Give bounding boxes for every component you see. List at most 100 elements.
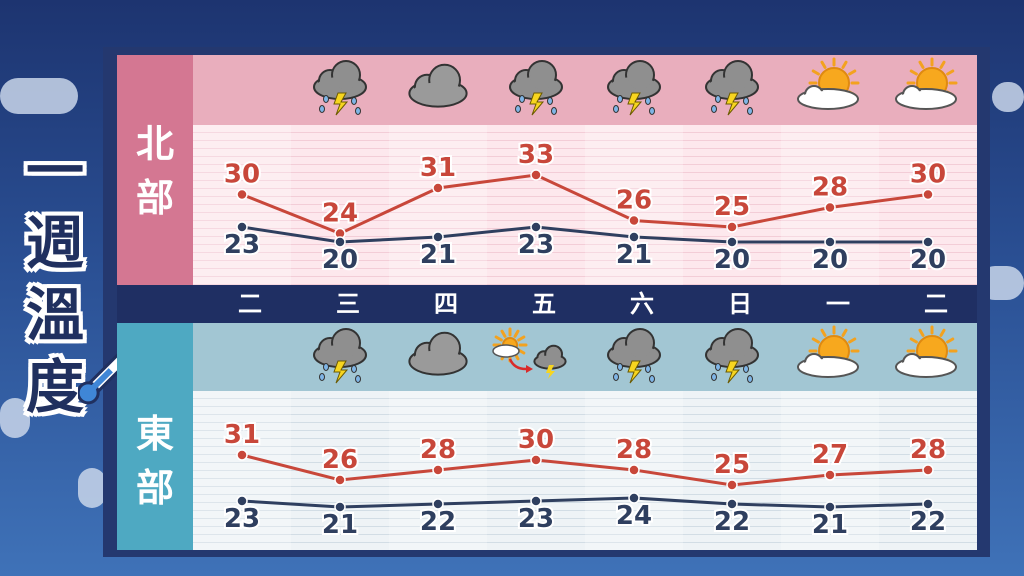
thunderstorm-icon: [607, 60, 661, 116]
thunderstorm-icon: [313, 60, 367, 116]
high-temp-value-label: 28: [910, 435, 946, 465]
region-east: 東 部 31 26 28 30 28 25 27 28 23 21 22 23 24 22 21 22: [117, 323, 977, 550]
low-temp-point: [236, 221, 248, 233]
column-shade: [193, 391, 291, 550]
low-temp-value-label: 22: [714, 507, 750, 537]
high-temp-point: [824, 201, 836, 214]
high-temp-line: [241, 453, 929, 487]
low-temp-line: [241, 496, 929, 509]
low-temp-value-label: 21: [322, 510, 358, 540]
day-label: 六: [630, 290, 654, 318]
low-temp-value-label: 21: [616, 240, 652, 270]
low-temp-value-label: 22: [910, 507, 946, 537]
sun-to-storm-icon: [492, 327, 567, 379]
high-temp-point: [726, 479, 738, 491]
title-char: 週: [25, 209, 84, 277]
sunny-cloud-icon: [895, 57, 958, 110]
low-temp-value-label: 23: [518, 230, 554, 260]
column-shade: [389, 125, 487, 285]
low-temp-value-label: 20: [910, 245, 946, 275]
high-temp-value-label: 30: [910, 160, 946, 190]
region-label-east: 東 部: [117, 323, 193, 550]
day-label: 日: [728, 290, 752, 318]
high-temp-point: [922, 188, 934, 201]
high-temp-point: [628, 464, 640, 476]
high-temp-point: [824, 469, 836, 481]
low-temp-value-label: 23: [224, 230, 260, 260]
title-char: 度: [25, 353, 84, 421]
high-temp-value-label: 28: [812, 173, 848, 203]
cloudy-icon: [408, 331, 468, 376]
low-temp-point: [530, 221, 542, 233]
high-temp-value-label: 28: [420, 435, 456, 465]
low-temp-value-label: 21: [420, 240, 456, 270]
title-char: 一: [25, 137, 84, 205]
low-temp-value-label: 23: [518, 504, 554, 534]
day-label: 五: [532, 290, 556, 318]
thunderstorm-icon: [313, 328, 367, 384]
thunderstorm-icon: [705, 60, 759, 116]
sunny-cloud-icon: [797, 325, 860, 378]
low-temp-value-label: 24: [616, 501, 652, 531]
low-temp-point: [236, 495, 248, 507]
high-temp-point: [530, 169, 542, 181]
low-temp-point: [432, 498, 444, 510]
day-of-week-row: 二 三 四 五 六 日 一 二: [117, 285, 977, 323]
high-temp-point: [530, 454, 542, 466]
page-title: 一 週 溫 度: [20, 135, 100, 435]
low-temp-value-label: 22: [420, 507, 456, 537]
low-temp-point: [432, 231, 444, 243]
high-temp-value-label: 25: [714, 450, 750, 480]
region-label-char: 部: [135, 176, 174, 220]
weather-icons: [313, 57, 958, 116]
title-char: 溫: [25, 281, 84, 349]
high-temp-value-label: 26: [322, 445, 358, 475]
low-temp-point: [334, 501, 346, 513]
low-temp-point: [726, 498, 738, 510]
high-temp-value-label: 30: [224, 160, 260, 190]
temperature-chart-north: 30 24 31 33 26 25 28 30 23 20 21 23 21 20 20 20: [193, 125, 948, 285]
weather-icons: [313, 325, 958, 384]
low-temp-point: [824, 501, 836, 513]
high-temp-line: [241, 173, 929, 236]
high-temp-value-label: 27: [812, 440, 848, 470]
low-temp-point: [530, 495, 542, 507]
sunny-cloud-icon: [797, 57, 860, 110]
high-temp-point: [334, 474, 346, 486]
low-temp-value-label: 20: [322, 245, 358, 275]
day-label: 一: [826, 290, 850, 318]
high-temp-value-label: 33: [518, 140, 554, 170]
low-temp-value-label: 20: [812, 245, 848, 275]
temperature-chart-east: 31 26 28 30 28 25 27 28 23 21 22 23 24 22 21 22: [193, 391, 948, 550]
background-cloud: [0, 78, 78, 114]
low-temp-value-label: 20: [714, 245, 750, 275]
background-cloud: [78, 468, 106, 508]
region-label-north: 北 部: [117, 55, 193, 285]
thunderstorm-icon: [607, 328, 661, 384]
region-label-char: 北: [135, 122, 174, 166]
low-temp-line: [241, 225, 928, 244]
high-temp-point: [236, 188, 248, 201]
thunderstorm-icon: [705, 328, 759, 384]
region-label-char: 東: [135, 412, 174, 456]
temperature-plot-area: [193, 391, 977, 550]
sunny-cloud-icon: [895, 325, 958, 378]
high-temp-value-label: 24: [322, 199, 358, 229]
high-temp-value-label: 25: [714, 192, 750, 222]
high-temp-point: [432, 182, 444, 194]
high-temp-point: [432, 464, 444, 476]
high-temp-value-label: 28: [616, 435, 652, 465]
low-temp-value-label: 21: [812, 510, 848, 540]
region-label-char: 部: [135, 466, 174, 510]
high-temp-value-label: 26: [616, 186, 652, 216]
cloudy-icon: [408, 63, 468, 108]
low-temp-point: [628, 231, 640, 243]
low-temp-point: [334, 236, 346, 248]
low-temp-value-label: 23: [224, 504, 260, 534]
high-temp-value-label: 31: [224, 420, 260, 450]
low-temp-point: [922, 236, 934, 248]
low-temp-point: [824, 236, 836, 248]
high-temp-point: [628, 214, 640, 227]
region-north: 北 部 30 24 31 33 26 25 28 30 23 20 21 23 21 20 20 20: [117, 55, 977, 285]
high-temp-value-label: 30: [518, 425, 554, 455]
